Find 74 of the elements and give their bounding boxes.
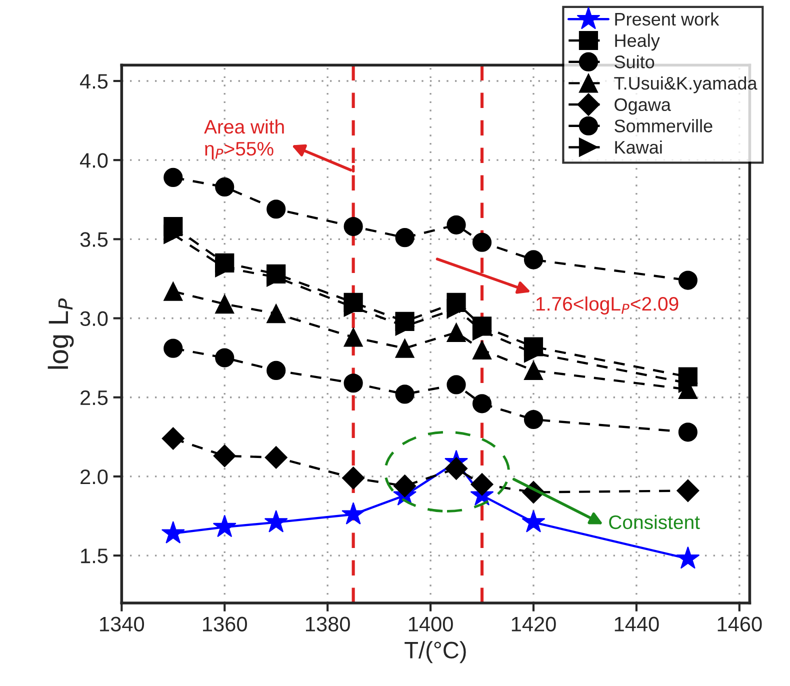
point bbox=[470, 473, 494, 496]
point bbox=[472, 232, 492, 252]
x-tick-label: 1420 bbox=[512, 616, 556, 632]
y-tick-label: 4.0 bbox=[80, 153, 108, 168]
point bbox=[266, 200, 286, 219]
point bbox=[524, 250, 544, 270]
point bbox=[395, 384, 414, 404]
point bbox=[164, 282, 183, 301]
point bbox=[472, 394, 492, 414]
point bbox=[212, 514, 236, 538]
point bbox=[676, 546, 700, 569]
point bbox=[524, 360, 544, 380]
point bbox=[522, 510, 546, 532]
point bbox=[164, 224, 183, 244]
y-tick-label: 2.5 bbox=[80, 390, 108, 406]
point bbox=[393, 474, 416, 498]
point bbox=[395, 316, 414, 336]
point bbox=[395, 228, 414, 248]
point bbox=[344, 374, 363, 393]
point bbox=[344, 298, 363, 317]
point bbox=[524, 344, 544, 363]
point bbox=[215, 177, 234, 197]
point bbox=[215, 258, 234, 278]
x-tick-label: 1440 bbox=[614, 616, 659, 632]
point bbox=[162, 427, 184, 450]
point bbox=[264, 510, 288, 532]
point bbox=[678, 422, 698, 442]
point bbox=[161, 521, 185, 544]
y-tick-label: 1.5 bbox=[81, 548, 108, 564]
point bbox=[266, 304, 286, 324]
point bbox=[678, 270, 698, 290]
legend-label: T.Usui&K.yamada bbox=[614, 76, 758, 94]
annotation: η$_{P}$>55% bbox=[205, 142, 274, 160]
point bbox=[215, 348, 234, 368]
point bbox=[395, 338, 414, 358]
y-tick-label: 3.0 bbox=[80, 311, 108, 326]
point bbox=[164, 338, 183, 358]
point bbox=[213, 444, 236, 468]
y-axis-title: log L$_{P}$ bbox=[48, 298, 74, 369]
point bbox=[342, 466, 365, 490]
legend-label: Kawai bbox=[615, 140, 662, 154]
point bbox=[676, 479, 700, 502]
point bbox=[164, 168, 183, 188]
legend-label: Present work bbox=[615, 12, 720, 26]
annotation: 1.76<logL$_{P}$<2.09 bbox=[536, 296, 678, 315]
y-tick-label: 4.5 bbox=[80, 74, 108, 89]
annotation: Area with bbox=[204, 119, 284, 134]
point bbox=[678, 374, 698, 393]
x-tick-label: 1380 bbox=[306, 616, 350, 632]
legend-label: Ogawa bbox=[614, 98, 671, 115]
point bbox=[472, 340, 492, 360]
x-axis-title: T/(°C) bbox=[404, 641, 466, 664]
x-tick-label: 1460 bbox=[718, 616, 762, 632]
x-tick-label: 1400 bbox=[408, 616, 453, 632]
x-tick-label: 1360 bbox=[203, 616, 247, 632]
x-tick-label: 1340 bbox=[100, 616, 144, 632]
point bbox=[446, 375, 466, 394]
legend-label: Suito bbox=[614, 55, 654, 68]
legend-label: Sommerville bbox=[614, 119, 712, 132]
annotation: Consistent bbox=[609, 514, 700, 530]
point bbox=[446, 299, 466, 318]
point bbox=[446, 215, 466, 234]
legend-label: Healy bbox=[615, 34, 660, 51]
y-tick-label: 2.0 bbox=[80, 469, 108, 484]
y-tick-label: 3.5 bbox=[80, 232, 108, 247]
point bbox=[524, 410, 544, 430]
point bbox=[342, 502, 366, 524]
point bbox=[344, 216, 363, 236]
point bbox=[344, 328, 363, 347]
point bbox=[444, 457, 468, 480]
point bbox=[264, 446, 288, 469]
point bbox=[266, 360, 286, 380]
point bbox=[215, 294, 234, 314]
point bbox=[446, 322, 466, 342]
